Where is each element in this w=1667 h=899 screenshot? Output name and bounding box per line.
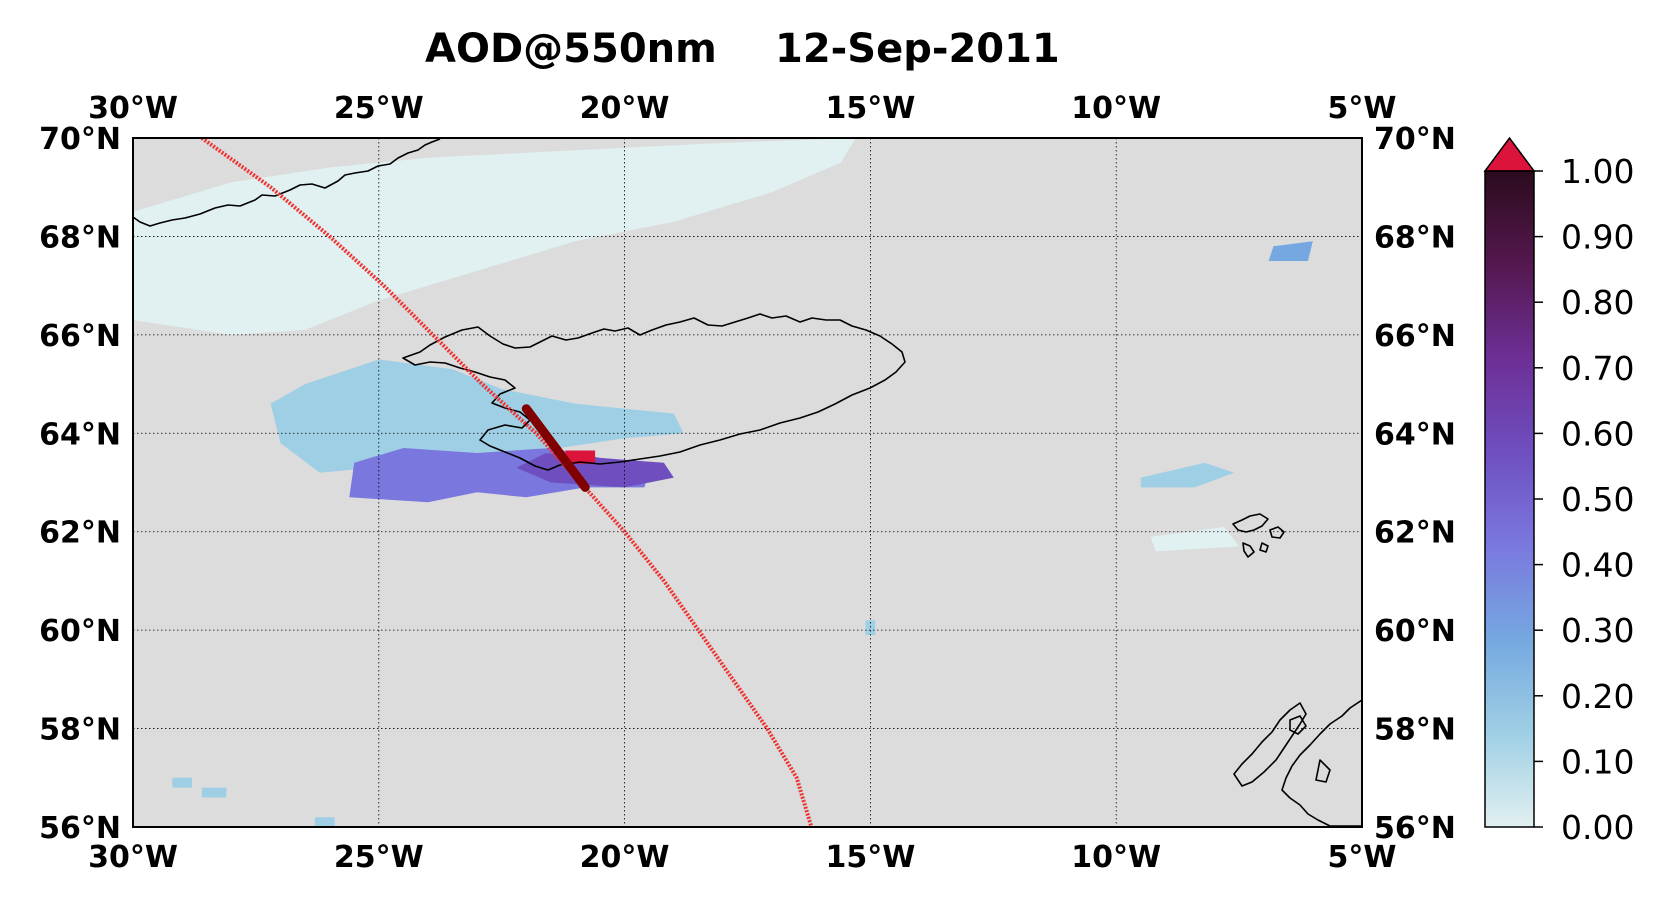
colorbar-bar [1484, 170, 1535, 828]
lat-tick-label: 62°N [39, 516, 121, 551]
lat-tick-label: 60°N [39, 614, 121, 649]
greenland-coastline [133, 138, 441, 227]
latitude-labels-right: 70°N 68°N 66°N 64°N 62°N 60°N 58°N 56°N [1374, 122, 1456, 846]
aod-region-south-faroe-patch [1150, 526, 1240, 552]
aod-region-sw-patch-3 [314, 817, 335, 827]
iceland-coastline [402, 313, 906, 471]
title-variable: AOD@550nm [425, 26, 717, 72]
lat-tick-label: 58°N [39, 713, 121, 748]
lat-tick-label: 56°N [39, 811, 121, 846]
aod-region-sw-patch-1 [172, 777, 192, 788]
lat-tick-label: 58°N [1374, 713, 1456, 748]
lat-tick-label: 68°N [1374, 220, 1456, 255]
lon-tick-label: 30°W [88, 91, 178, 126]
colorbar-tick-label: 0.20 [1561, 677, 1634, 716]
longitude-labels-bottom: 30°W 25°W 20°W 15°W 10°W 5°W [88, 840, 1396, 875]
colorbar-tick-label: 0.50 [1561, 480, 1634, 519]
lat-tick-label: 56°N [1374, 811, 1456, 846]
scotland-coastline [1233, 699, 1362, 827]
colorbar: 0.00 0.10 0.20 0.30 0.40 0.50 0.60 0.70 0.80 0.90… [1483, 136, 1634, 847]
lon-tick-label: 5°W [1328, 91, 1397, 126]
lon-tick-label: 15°W [825, 91, 915, 126]
aod-region-faroe-west-patch [1140, 462, 1235, 488]
colorbar-tick-label: 0.40 [1561, 546, 1634, 585]
colorbar-tick-label: 1.00 [1561, 152, 1634, 191]
colorbar-tick-label: 0.80 [1561, 283, 1634, 322]
lon-tick-label: 20°W [580, 840, 670, 875]
lon-tick-label: 30°W [88, 840, 178, 875]
colorbar-tick-label: 0.00 [1561, 808, 1634, 847]
aod-region-iceland-core-plume [516, 453, 674, 488]
lon-tick-label: 10°W [1071, 91, 1161, 126]
lat-tick-label: 66°N [1374, 319, 1456, 354]
lat-tick-label: 64°N [39, 417, 121, 452]
lat-tick-label: 68°N [39, 220, 121, 255]
lat-tick-label: 60°N [1374, 614, 1456, 649]
lat-tick-label: 62°N [1374, 516, 1456, 551]
lat-tick-label: 66°N [39, 319, 121, 354]
track-line [200, 138, 814, 827]
lon-tick-label: 15°W [825, 840, 915, 875]
aod-region-small-patch-15w [865, 620, 876, 636]
colorbar-tick-label: 0.30 [1561, 611, 1634, 650]
colorbar-tick-label: 0.10 [1561, 742, 1634, 781]
longitude-labels-top: 30°W 25°W 20°W 15°W 10°W 5°W [88, 91, 1396, 126]
colorbar-tick-label: 0.60 [1561, 414, 1634, 453]
aod-region-iceland-west-plume [270, 359, 684, 473]
colorbar-tick-label: 0.70 [1561, 349, 1634, 388]
lon-tick-label: 20°W [580, 91, 670, 126]
track-high-aod-segment [521, 404, 590, 492]
lon-tick-label: 5°W [1328, 840, 1397, 875]
title-date: 12-Sep-2011 [775, 26, 1060, 72]
lon-tick-label: 25°W [334, 840, 424, 875]
colorbar-tick-label: 0.90 [1561, 218, 1634, 257]
faroe-islands-coastline [1232, 513, 1285, 558]
colorbar-over-arrow [1483, 136, 1536, 172]
aod-region-north-patch [1268, 241, 1313, 261]
graticule [133, 138, 1362, 827]
lon-tick-label: 25°W [334, 91, 424, 126]
lat-tick-label: 70°N [1374, 122, 1456, 157]
aod-region-sw-patch-2 [201, 787, 227, 798]
lon-tick-label: 10°W [1071, 840, 1161, 875]
coastlines [133, 138, 1362, 827]
satellite-track [200, 138, 814, 827]
lat-tick-label: 70°N [39, 122, 121, 157]
map-frame [132, 137, 1363, 828]
aod-peak-cell [565, 450, 596, 464]
map-panel: 30°W 25°W 20°W 15°W 10°W 5°W 30°W 25°W 20°W 15°W… [39, 91, 1456, 875]
latitude-labels-left: 70°N 68°N 66°N 64°N 62°N 60°N 58°N 56°N [39, 122, 121, 846]
lat-tick-label: 64°N [1374, 417, 1456, 452]
colorbar-ticks: 0.00 0.10 0.20 0.30 0.40 0.50 0.60 0.70 0.80 0.90… [1534, 152, 1634, 847]
